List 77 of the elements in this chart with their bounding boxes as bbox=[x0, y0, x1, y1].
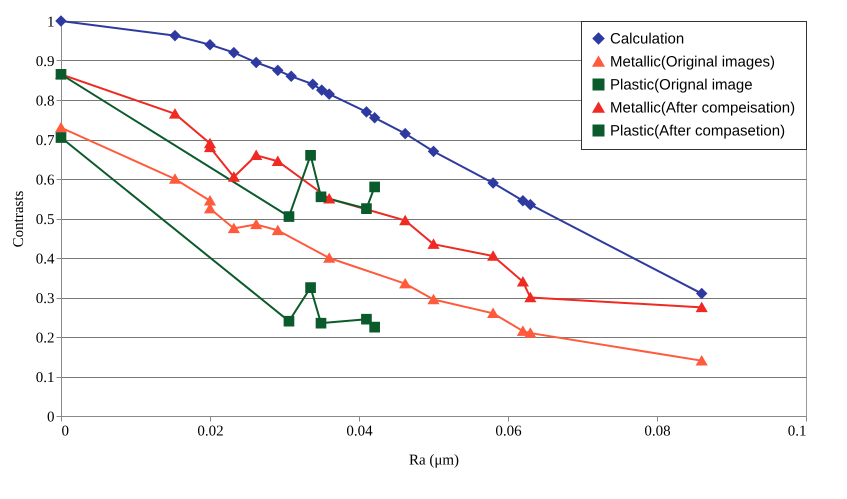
point bbox=[525, 292, 536, 302]
point bbox=[316, 318, 326, 329]
point bbox=[324, 88, 335, 100]
x-tick-label: 0.04 bbox=[346, 424, 374, 440]
point bbox=[369, 112, 380, 124]
point bbox=[696, 302, 708, 312]
point bbox=[170, 109, 180, 119]
point bbox=[228, 224, 240, 234]
x-tick-label: 0.1 bbox=[788, 424, 806, 440]
point bbox=[488, 251, 498, 261]
legend-label: Plastic(After compasetion) bbox=[610, 122, 786, 140]
point bbox=[488, 308, 498, 318]
y-tick-label: 0.4 bbox=[36, 252, 55, 268]
point bbox=[204, 196, 216, 206]
point bbox=[324, 253, 335, 263]
point bbox=[305, 282, 316, 293]
x-axis-title: Ra (μm) bbox=[408, 452, 460, 468]
point bbox=[518, 326, 528, 336]
point bbox=[272, 226, 284, 236]
point bbox=[56, 16, 66, 26]
x-tick-label: 0 bbox=[62, 424, 69, 440]
point bbox=[696, 356, 708, 366]
point bbox=[361, 314, 372, 325]
point bbox=[250, 57, 262, 68]
point bbox=[170, 174, 180, 184]
point bbox=[400, 216, 411, 226]
y-tick-label: 0.2 bbox=[36, 330, 54, 346]
point bbox=[272, 65, 284, 76]
point bbox=[525, 199, 536, 210]
point bbox=[324, 194, 335, 204]
point bbox=[56, 132, 66, 143]
legend-label: Metallic(Original images) bbox=[610, 54, 776, 70]
legend-label: Calculation bbox=[610, 30, 684, 48]
point bbox=[284, 211, 294, 222]
point bbox=[518, 195, 528, 206]
y-tick-label: 1 bbox=[47, 14, 54, 30]
y-tick-label: 0.6 bbox=[36, 172, 55, 188]
point bbox=[400, 128, 411, 139]
point bbox=[250, 220, 262, 230]
point bbox=[525, 328, 536, 338]
point bbox=[286, 70, 297, 82]
point bbox=[428, 239, 439, 249]
x-tick-label: 0.08 bbox=[644, 424, 671, 440]
point bbox=[56, 122, 66, 132]
point bbox=[361, 203, 372, 214]
point bbox=[369, 322, 380, 332]
y-tick-label: 0.3 bbox=[36, 291, 54, 307]
legend-label: Plastic(Orignal image bbox=[610, 76, 753, 94]
point bbox=[428, 294, 439, 304]
y-tick-label: 0.7 bbox=[36, 133, 55, 149]
point bbox=[307, 78, 318, 90]
x-tick-label: 0.02 bbox=[197, 424, 224, 440]
point bbox=[170, 30, 180, 41]
point bbox=[316, 84, 328, 96]
point bbox=[272, 156, 284, 166]
point bbox=[369, 182, 380, 192]
y-axis-title: Contrasts bbox=[10, 190, 27, 248]
y-tick-label: 0.9 bbox=[36, 54, 54, 70]
point bbox=[305, 150, 316, 161]
x-tick-label: 0.06 bbox=[495, 424, 522, 440]
y-tick-label: 0.8 bbox=[36, 94, 54, 110]
point bbox=[284, 316, 294, 327]
y-tick-label: 0.1 bbox=[36, 370, 54, 386]
point bbox=[400, 278, 411, 288]
point bbox=[228, 47, 240, 58]
point bbox=[250, 150, 262, 160]
point bbox=[696, 288, 708, 299]
y-tick-label: 0 bbox=[47, 410, 54, 426]
point bbox=[228, 172, 240, 182]
point bbox=[518, 276, 528, 286]
point bbox=[316, 191, 326, 202]
point bbox=[488, 178, 498, 188]
legend-label: Metallic(After compeisation) bbox=[610, 100, 796, 116]
y-tick-label: 0.5 bbox=[36, 212, 54, 228]
point bbox=[361, 106, 372, 118]
point bbox=[428, 146, 439, 157]
point bbox=[204, 39, 216, 50]
